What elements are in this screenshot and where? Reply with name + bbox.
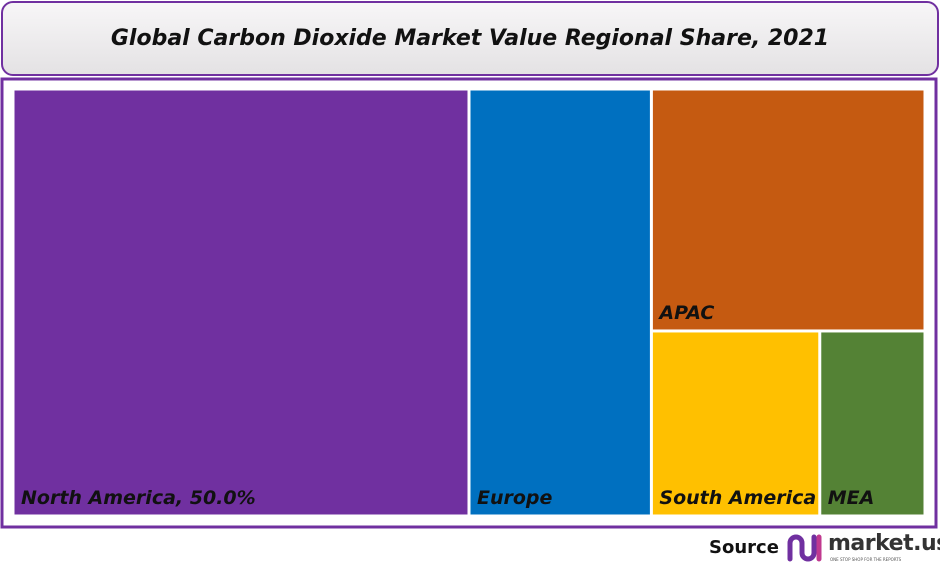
treemap-cell — [821, 332, 924, 515]
cell-label: North America, 50.0% — [21, 487, 256, 509]
cell-label: APAC — [657, 302, 714, 324]
logo-icon — [787, 534, 822, 562]
treemap-cell — [14, 90, 468, 515]
treemap-cell — [652, 90, 924, 330]
chart: North America, 50.0% Europe APAC South Amer… — [0, 77, 938, 529]
cell-label: MEA — [828, 487, 875, 509]
chart-title: Global Carbon Dioxide Market Value Regio… — [110, 26, 830, 51]
footer: Source market.us ONE STOP SHOP FOR THE R… — [700, 530, 940, 565]
treemap-cell — [470, 90, 650, 515]
logo-tagline: ONE STOP SHOP FOR THE REPORTS — [830, 557, 902, 562]
treemap-cell — [652, 332, 819, 515]
title-box: Global Carbon Dioxide Market Value Regio… — [1, 1, 939, 76]
cell-label: Europe — [477, 487, 553, 509]
logo-text: market.us — [828, 531, 940, 556]
source-label: Source — [709, 537, 779, 558]
cell-label: South America — [659, 487, 816, 509]
